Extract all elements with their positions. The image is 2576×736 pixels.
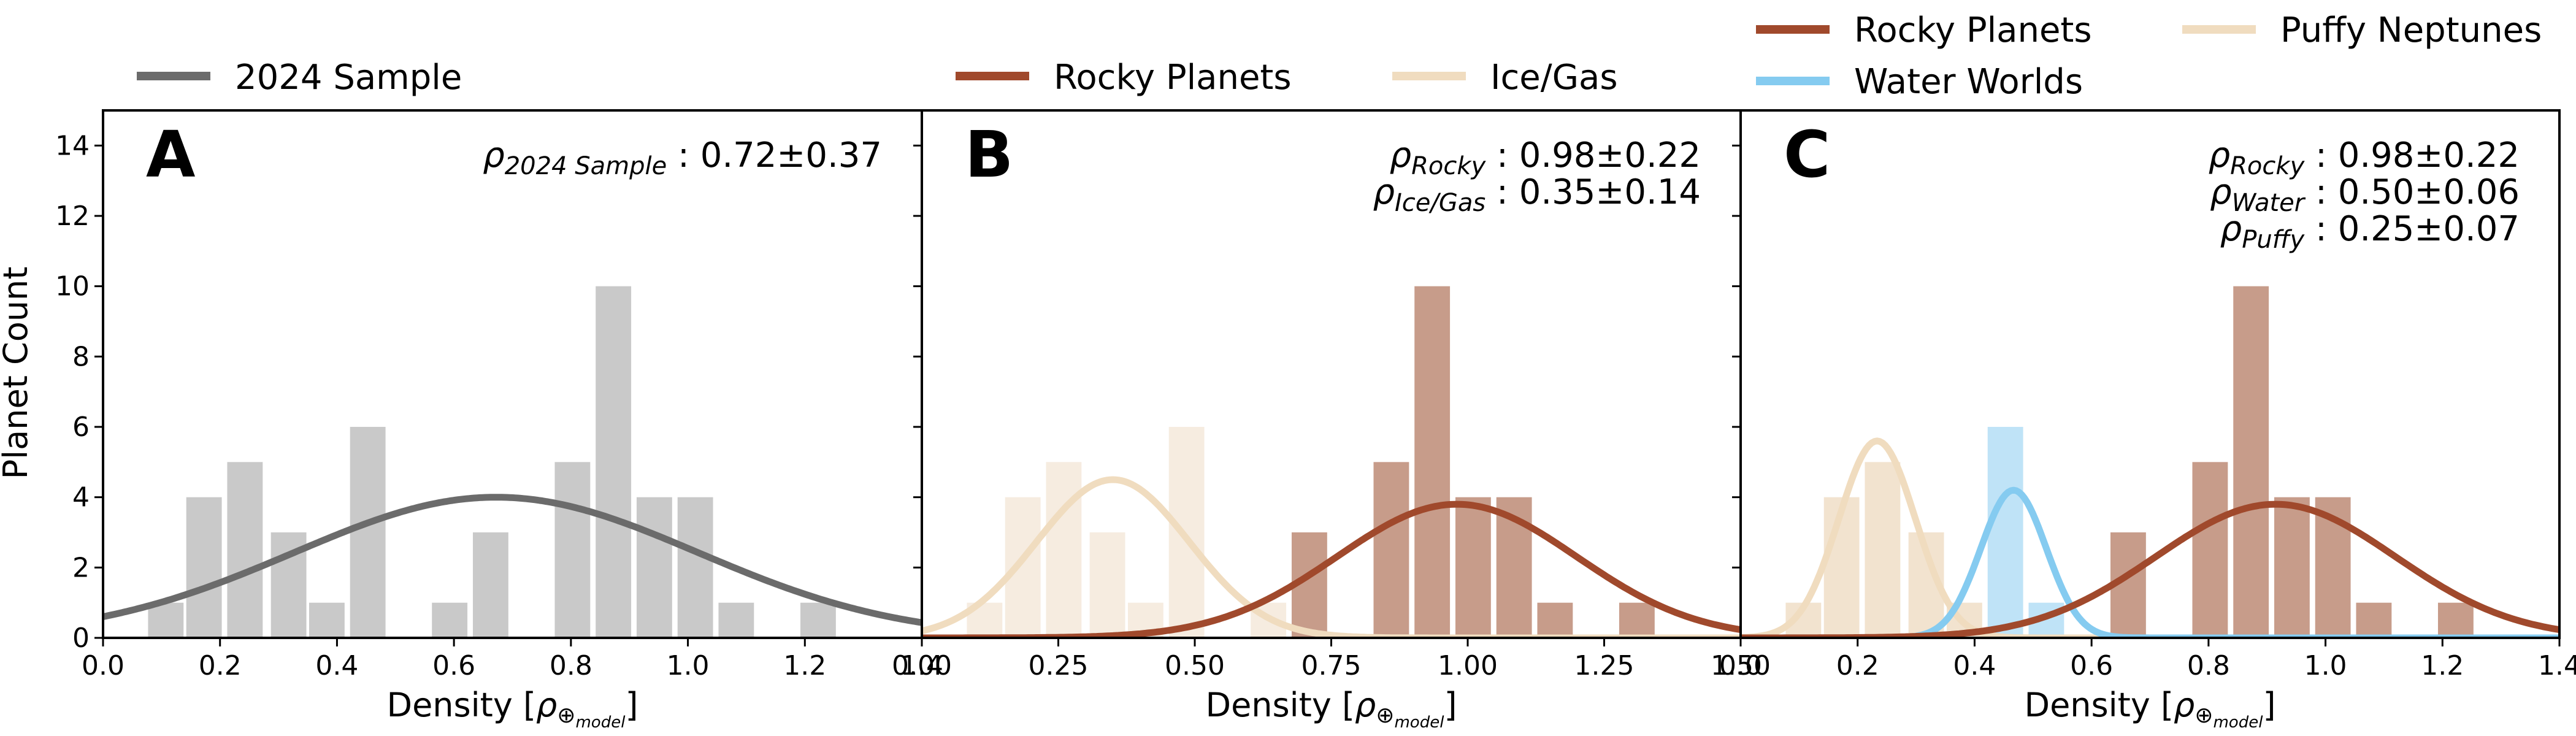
y-tick-label: 4 [72,482,90,513]
histogram-bar [148,602,184,638]
panel-a: 0.0 0.2 0.4 0.6 0.8 1.0 1.2 1.4 0 2 4 6 8 10 12 14 Densi… [55,58,943,732]
plot-area [103,286,922,638]
axes-frame [102,109,923,639]
x-axis-label: Density [ρ⊕model] [1205,686,1457,732]
stat-text: ρRocky : 0.98±0.22 [2209,136,2520,180]
histogram-bar [1987,427,2023,638]
x-tick-label: 0.4 [315,650,358,681]
chart-panels: 0.0 0.2 0.4 0.6 0.8 1.0 1.2 1.4 0 2 4 6 8 10 12 14 Densi… [55,10,2576,732]
histogram-bar [596,286,632,638]
x-tick-label: 0.4 [1953,650,1996,681]
x-tick-label: 0.25 [1029,650,1089,681]
histogram-bar [800,602,836,638]
histogram-bar [472,532,508,638]
legend-label: Water Worlds [1854,62,2083,102]
stat-text: ρIce/Gas : 0.35±0.14 [1373,172,1701,217]
x-tick-label: 0.75 [1301,650,1362,681]
y-tick-label: 6 [72,412,90,443]
histogram-bar [2192,462,2228,638]
legend: Rocky Planets Ice/Gas [956,58,1618,98]
panel-letter: A [146,117,196,192]
x-tick-label: 1.00 [1438,650,1498,681]
histogram-bar [1046,462,1082,638]
x-tick-label: 1.4 [2538,650,2576,681]
axes-frame [1739,109,2561,639]
legend-label: Ice/Gas [1490,58,1618,98]
histogram-bar [1537,602,1573,638]
x-tick-label: 0.0 [82,650,125,681]
x-tick-label: 0.0 [1719,650,1762,681]
legend-label: Puffy Neptunes [2280,10,2542,50]
histogram-bar [2274,497,2310,638]
x-tick-label: 0.00 [892,650,952,681]
histogram-bar [227,462,263,638]
histogram-bar [1865,462,1901,638]
x-tick-label: 1.2 [783,650,826,681]
histogram-bar [2356,602,2392,638]
histogram-bar [554,462,591,638]
x-tick-label: 0.2 [199,650,242,681]
panel-c: 0.0 0.2 0.4 0.6 0.8 1.0 1.2 1.4 Density [ρ⊕model… [1719,10,2576,732]
x-tick-label: 1.25 [1574,650,1635,681]
x-tick-label: 0.8 [550,650,592,681]
fit-curve [922,476,1741,638]
panel-letter: C [1784,117,1830,192]
x-tick-label: 0.50 [1165,650,1225,681]
x-tick-label: 1.2 [2421,650,2464,681]
y-tick-label: 8 [72,341,90,372]
panel-letter: B [965,117,1013,192]
y-tick-label: 10 [55,271,90,302]
histogram-bar [1373,462,1409,638]
y-tick-label: 2 [72,552,90,583]
y-axis-label: Planet Count [0,267,35,480]
x-tick-label: 0.6 [2070,650,2113,681]
legend: 2024 Sample [137,58,462,98]
histogram-bar [636,497,672,638]
stat-text: ρWater : 0.50±0.06 [2210,172,2520,217]
x-axis-label: Density [ρ⊕model] [2024,686,2275,732]
histogram-bar [1089,532,1125,638]
x-tick-label: 0.6 [432,650,475,681]
fit-curve [1741,437,2559,638]
histogram-bar [1455,497,1491,638]
legend-label: Rocky Planets [1854,10,2092,50]
histogram-bar [1168,427,1205,638]
stat-text: ρRocky : 0.98±0.22 [1390,136,1701,180]
x-tick-label: 1.50 [1711,650,1771,681]
histogram-bar [350,427,386,638]
histogram-bar [677,497,713,638]
panel-b: 0.00 0.25 0.50 0.75 1.00 1.25 1.50 Density [ρ⊕m… [892,58,1771,732]
legend-label: 2024 Sample [235,58,462,98]
stat-text: ρ2024 Sample : 0.72±0.37 [483,136,882,180]
fit-curve [922,500,1741,638]
plot-area [922,286,1741,638]
legend: Rocky Planets Puffy Neptunes Water Worlds [1756,10,2542,102]
x-tick-label: 1.4 [900,650,943,681]
fit-curve [103,494,922,626]
y-tick-label: 0 [72,623,90,654]
stat-text: ρPuffy : 0.25±0.07 [2220,209,2520,254]
plot-area [1741,286,2559,638]
histogram-bar [2233,286,2269,638]
histogram-bar [186,497,222,638]
histogram-bar [718,602,754,638]
histogram-bar [1619,602,1655,638]
histogram-bar [309,602,345,638]
x-tick-label: 1.0 [2304,650,2347,681]
histogram-bar [1414,286,1451,638]
x-tick-label: 1.0 [667,650,710,681]
x-tick-label: 0.8 [2187,650,2230,681]
histogram-bar [2437,602,2474,638]
legend-label: Rocky Planets [1054,58,1292,98]
histogram-bar [1005,497,1041,638]
y-tick-label: 14 [55,130,90,161]
y-tick-label: 12 [55,201,90,232]
x-tick-label: 0.2 [1836,650,1879,681]
x-axis-label: Density [ρ⊕model] [386,686,638,732]
fit-curve [1741,500,2559,638]
histogram-bar [432,602,468,638]
